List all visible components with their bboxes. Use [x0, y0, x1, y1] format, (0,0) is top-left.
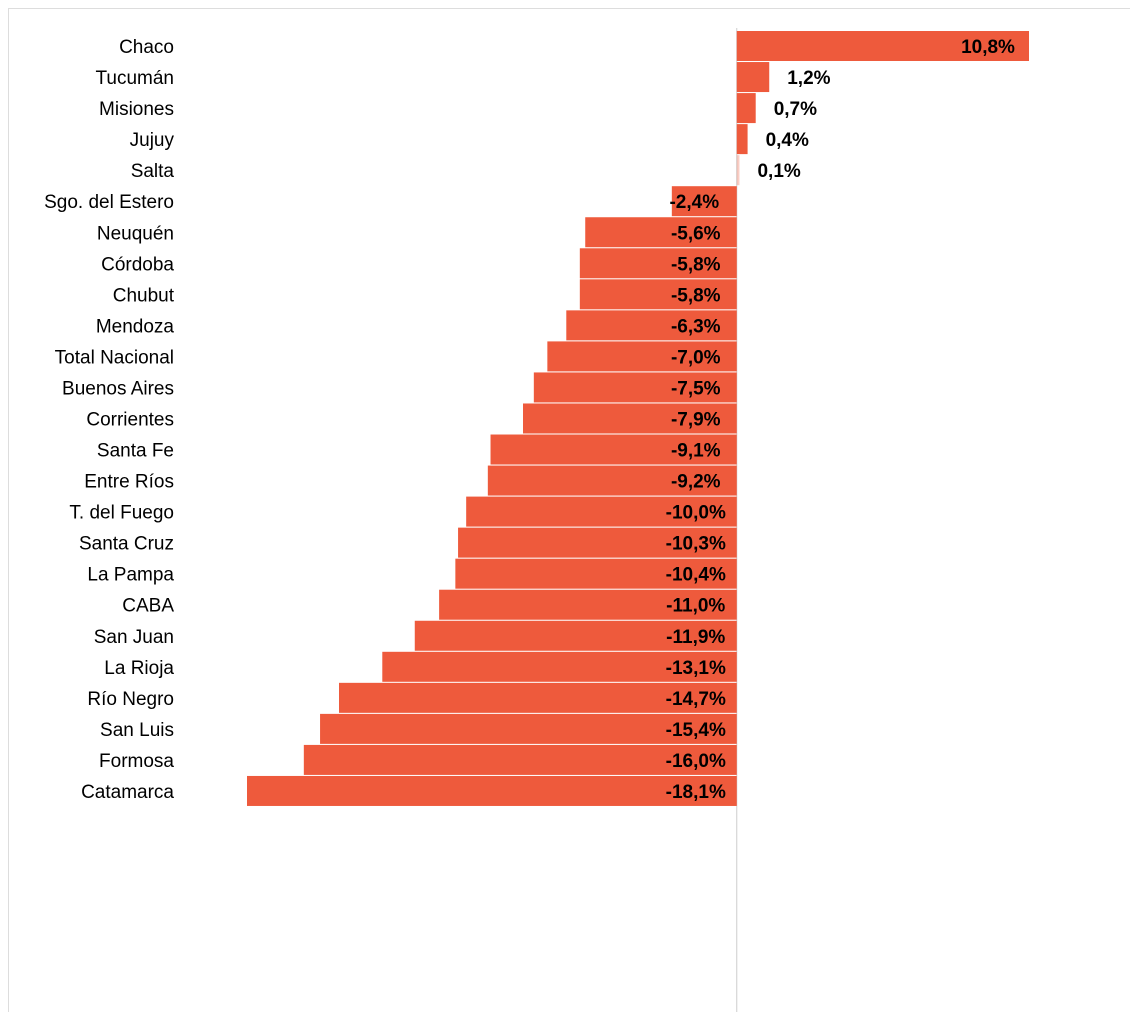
category-label: Córdoba	[101, 254, 174, 275]
category-label: Chaco	[119, 37, 174, 58]
category-label: Salta	[131, 161, 175, 182]
bar	[533, 372, 737, 403]
category-label: CABA	[122, 596, 174, 617]
category-label: Catamarca	[81, 782, 174, 803]
bar	[320, 713, 737, 744]
value-label: -11,9%	[666, 627, 725, 648]
bar	[523, 403, 737, 434]
category-label: San Juan	[94, 627, 174, 648]
value-label: -9,2%	[671, 472, 721, 493]
bar	[458, 527, 737, 558]
value-label: -7,5%	[671, 378, 721, 399]
category-label: La Pampa	[87, 565, 174, 586]
bar	[339, 682, 737, 713]
value-label: -5,6%	[671, 223, 721, 244]
value-label: -7,9%	[671, 409, 721, 430]
bar	[566, 310, 737, 341]
bar	[490, 434, 737, 465]
category-label: San Luis	[100, 720, 174, 741]
value-label: 0,1%	[757, 161, 800, 182]
category-label: Neuquén	[97, 223, 174, 244]
value-label: -13,1%	[666, 658, 726, 679]
value-label: -14,7%	[666, 689, 726, 710]
category-label: Entre Ríos	[84, 472, 174, 493]
value-label: -10,4%	[666, 565, 726, 586]
value-label: -5,8%	[671, 285, 721, 306]
category-label: Santa Cruz	[79, 534, 174, 555]
value-label: -7,0%	[671, 347, 721, 368]
bar	[736, 155, 740, 186]
bar	[414, 620, 737, 651]
bar	[736, 62, 770, 93]
category-label: Sgo. del Estero	[44, 192, 174, 213]
value-label: -16,0%	[666, 751, 726, 772]
bar	[736, 124, 748, 155]
value-label: 0,4%	[766, 130, 809, 151]
category-label: Buenos Aires	[62, 378, 174, 399]
category-label: Chubut	[113, 285, 175, 306]
value-label: -15,4%	[666, 720, 726, 741]
bar	[736, 31, 1029, 61]
value-label: 0,7%	[774, 99, 817, 120]
bar	[585, 217, 737, 248]
category-label: T. del Fuego	[69, 503, 174, 524]
value-label: -18,1%	[666, 782, 726, 803]
bar	[579, 248, 737, 279]
value-label: -11,0%	[666, 596, 725, 617]
bar	[466, 496, 737, 527]
category-label: Total Nacional	[55, 347, 174, 368]
value-label: -10,0%	[666, 503, 726, 524]
category-label: Mendoza	[96, 316, 175, 337]
bar	[547, 341, 737, 372]
category-label: Santa Fe	[97, 441, 174, 462]
value-label: -2,4%	[669, 192, 719, 213]
category-label: Tucumán	[96, 68, 175, 89]
category-label: Misiones	[99, 99, 174, 120]
bar	[579, 279, 737, 310]
bar	[303, 744, 737, 775]
bar	[455, 558, 737, 589]
value-label: -9,1%	[671, 441, 721, 462]
bar	[247, 775, 737, 806]
value-label: -5,8%	[671, 254, 721, 275]
bar	[439, 589, 737, 620]
category-label: Formosa	[99, 751, 174, 772]
category-label: Corrientes	[86, 409, 174, 430]
bar	[736, 93, 756, 124]
bar	[487, 465, 737, 496]
category-label: Río Negro	[87, 689, 174, 710]
bar	[671, 186, 737, 217]
bar	[382, 651, 737, 682]
value-label: 10,8%	[961, 37, 1015, 58]
category-label: La Rioja	[104, 658, 174, 679]
value-label: 1,2%	[787, 68, 830, 89]
category-label: Jujuy	[130, 130, 175, 151]
value-label: -10,3%	[666, 534, 726, 555]
value-label: -6,3%	[671, 316, 721, 337]
